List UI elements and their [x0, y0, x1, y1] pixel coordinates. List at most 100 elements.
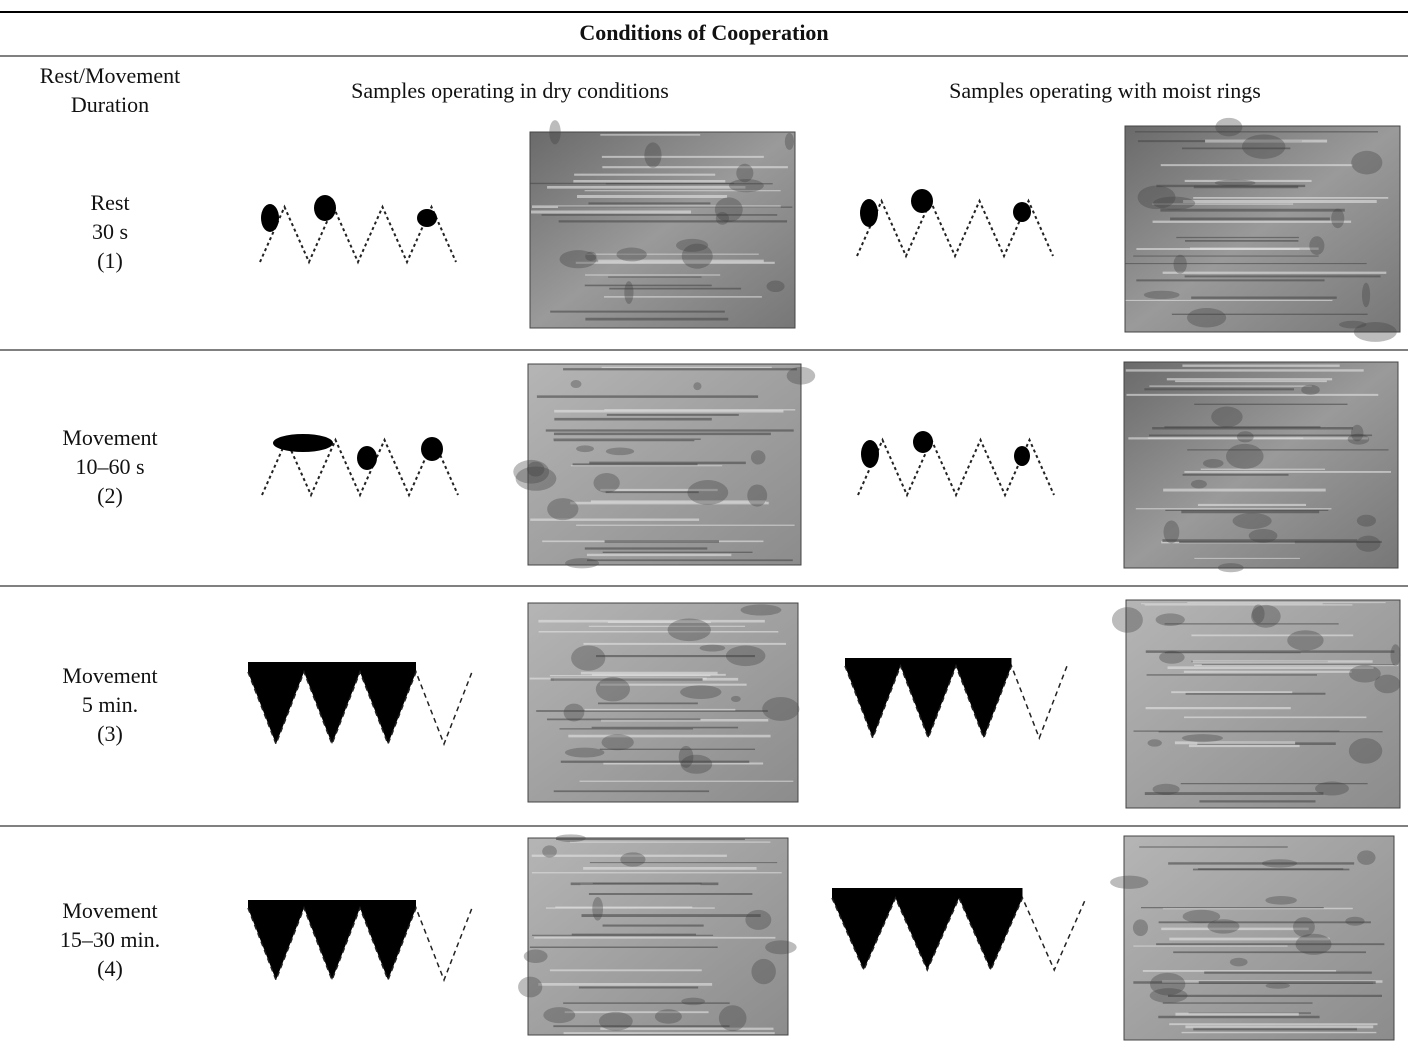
texture — [1315, 782, 1349, 796]
micrograph — [528, 603, 799, 802]
wear-deposit — [1014, 446, 1030, 466]
texture — [1351, 425, 1363, 442]
texture — [741, 604, 782, 615]
texture — [726, 646, 766, 667]
texture — [719, 1005, 747, 1031]
texture — [1293, 917, 1315, 937]
texture — [1215, 118, 1242, 137]
table-page: Conditions of Cooperation Rest/MovementD… — [0, 0, 1408, 1050]
texture — [736, 164, 753, 182]
wear-deposit — [273, 434, 333, 452]
texture — [593, 473, 619, 493]
row-label: Movement10–60 s(2) — [0, 423, 220, 510]
texture — [1390, 644, 1400, 666]
wear-deposit — [860, 199, 878, 227]
texture — [518, 977, 542, 998]
texture — [693, 382, 701, 390]
texture — [1249, 529, 1278, 543]
texture — [1182, 734, 1223, 742]
wear-deposit — [360, 662, 416, 744]
texture — [1150, 988, 1188, 1003]
header-line: Duration — [0, 90, 220, 119]
texture — [1362, 283, 1370, 308]
texture — [668, 619, 711, 642]
column-header: Rest/MovementDuration — [0, 61, 220, 119]
wear-deposit — [304, 662, 360, 744]
texture — [1203, 459, 1224, 468]
label-line: 30 s — [0, 217, 220, 246]
texture — [1174, 255, 1187, 274]
texture — [762, 697, 799, 721]
wear-sketch — [858, 431, 1054, 495]
texture — [1301, 385, 1320, 395]
label-line: 5 min. — [0, 690, 220, 719]
texture — [1138, 186, 1176, 210]
wear-deposit — [261, 204, 279, 232]
wear-sketch — [248, 662, 472, 744]
texture — [564, 704, 585, 722]
wear-deposit — [248, 662, 304, 744]
micrograph — [513, 364, 815, 568]
texture — [565, 748, 605, 758]
wear-deposit — [861, 440, 879, 468]
texture — [1133, 919, 1148, 936]
texture — [585, 252, 596, 261]
texture — [547, 498, 578, 520]
label-line: (3) — [0, 719, 220, 748]
texture — [1211, 407, 1242, 428]
label-line: 15–30 min. — [0, 925, 220, 954]
texture — [767, 281, 785, 292]
texture — [602, 734, 634, 750]
texture — [700, 645, 726, 652]
texture — [1144, 291, 1180, 299]
texture — [1266, 983, 1290, 989]
texture — [1226, 444, 1264, 469]
texture — [1265, 896, 1297, 905]
texture — [745, 910, 771, 930]
texture — [543, 1007, 575, 1023]
texture — [592, 897, 603, 921]
wear-sketch — [262, 434, 458, 495]
texture — [1356, 536, 1380, 552]
label-line: Movement — [0, 423, 220, 452]
texture — [1156, 613, 1185, 626]
texture — [644, 142, 661, 167]
wear-sketch — [845, 658, 1067, 738]
texture — [765, 940, 796, 954]
label-line: Rest — [0, 188, 220, 217]
micrograph — [1124, 362, 1398, 572]
texture — [571, 645, 605, 670]
wear-sketch — [260, 195, 456, 262]
micrograph — [518, 834, 797, 1035]
texture — [751, 450, 766, 464]
texture — [624, 281, 633, 304]
texture — [655, 1009, 682, 1023]
texture — [687, 480, 728, 505]
wear-sketch — [832, 888, 1086, 970]
micrograph — [1110, 836, 1394, 1040]
texture — [1164, 520, 1180, 543]
label-line: Movement — [0, 661, 220, 690]
wear-deposit — [832, 888, 896, 970]
texture — [1187, 308, 1226, 328]
wear-sketch — [248, 900, 472, 980]
wear-deposit — [956, 658, 1012, 738]
texture — [1331, 209, 1344, 229]
wear-deposit — [314, 195, 336, 221]
wear-deposit — [248, 900, 304, 980]
texture — [596, 677, 630, 701]
texture — [571, 380, 582, 388]
texture — [1349, 738, 1382, 764]
label-line: (2) — [0, 481, 220, 510]
texture — [606, 448, 634, 456]
texture — [1287, 630, 1323, 650]
label-line: (1) — [0, 246, 220, 275]
wear-deposit — [417, 209, 437, 227]
micrograph — [1125, 118, 1400, 342]
texture — [1262, 859, 1297, 867]
texture — [516, 466, 557, 490]
wear-deposit — [913, 431, 933, 453]
